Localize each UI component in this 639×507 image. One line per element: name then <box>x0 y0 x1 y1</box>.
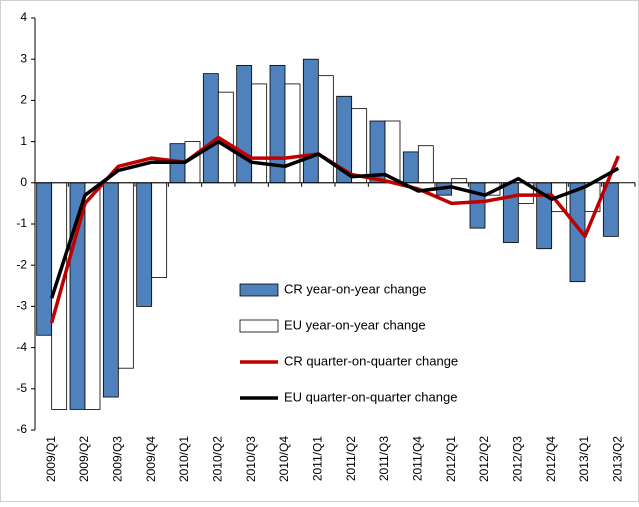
legend-swatch <box>239 319 279 333</box>
y-tick-label: -1 <box>16 216 27 230</box>
bar <box>351 108 368 184</box>
bar <box>236 64 253 184</box>
bar <box>151 182 168 278</box>
x-tick-label: 2013/Q1 <box>577 436 591 482</box>
legend-label: CR year-on-year change <box>284 281 426 296</box>
x-tick-label: 2011/Q1 <box>311 436 325 481</box>
bar <box>84 182 101 410</box>
x-tick-label: 2013/Q2 <box>611 436 625 482</box>
bar <box>251 83 268 184</box>
x-tick-label: 2012/Q4 <box>544 436 558 482</box>
legend-swatch <box>239 283 279 297</box>
y-tick-label: -6 <box>16 422 27 436</box>
x-tick-label: 2009/Q4 <box>144 436 158 482</box>
x-tick-label: 2010/Q2 <box>211 436 225 482</box>
x-tick-label: 2011/Q3 <box>377 436 391 481</box>
x-tick-label: 2009/Q1 <box>44 436 58 482</box>
x-tick-label: 2012/Q3 <box>511 436 525 482</box>
bar <box>317 75 334 184</box>
legend-label: CR quarter-on-quarter change <box>284 353 458 368</box>
legend-label: EU year-on-year change <box>284 317 426 332</box>
bar <box>451 178 468 184</box>
y-tick-label: 4 <box>20 10 27 24</box>
y-tick-label: 1 <box>20 134 27 148</box>
bar <box>469 182 486 229</box>
bar <box>417 145 434 184</box>
bar <box>202 73 219 184</box>
y-tick-label: 0 <box>20 175 27 189</box>
x-tick-label: 2010/Q4 <box>277 436 291 482</box>
bar <box>302 58 319 184</box>
y-tick-label: -2 <box>16 257 27 271</box>
y-tick-label: 3 <box>20 51 27 65</box>
bar <box>36 182 53 336</box>
bar <box>284 83 301 184</box>
bar <box>384 120 401 184</box>
x-tick-label: 2010/Q3 <box>244 436 258 482</box>
bar <box>117 182 134 369</box>
y-tick-label: -5 <box>16 381 27 395</box>
y-tick-label: 2 <box>20 93 27 107</box>
x-tick-label: 2011/Q2 <box>344 436 358 481</box>
x-tick-label: 2009/Q2 <box>77 436 91 482</box>
x-tick-label: 2009/Q3 <box>111 436 125 482</box>
y-tick-label: -4 <box>16 340 27 354</box>
bar <box>136 182 153 307</box>
bar <box>502 182 519 243</box>
bar <box>102 182 119 398</box>
bar <box>402 151 419 184</box>
x-tick-label: 2012/Q1 <box>444 436 458 482</box>
y-tick-label: -3 <box>16 299 27 313</box>
legend-label: EU quarter-on-quarter change <box>284 389 457 404</box>
x-tick-label: 2010/Q1 <box>177 436 191 482</box>
x-tick-label: 2012/Q2 <box>477 436 491 482</box>
x-tick-label: 2011/Q4 <box>411 436 425 481</box>
line <box>50 139 620 299</box>
